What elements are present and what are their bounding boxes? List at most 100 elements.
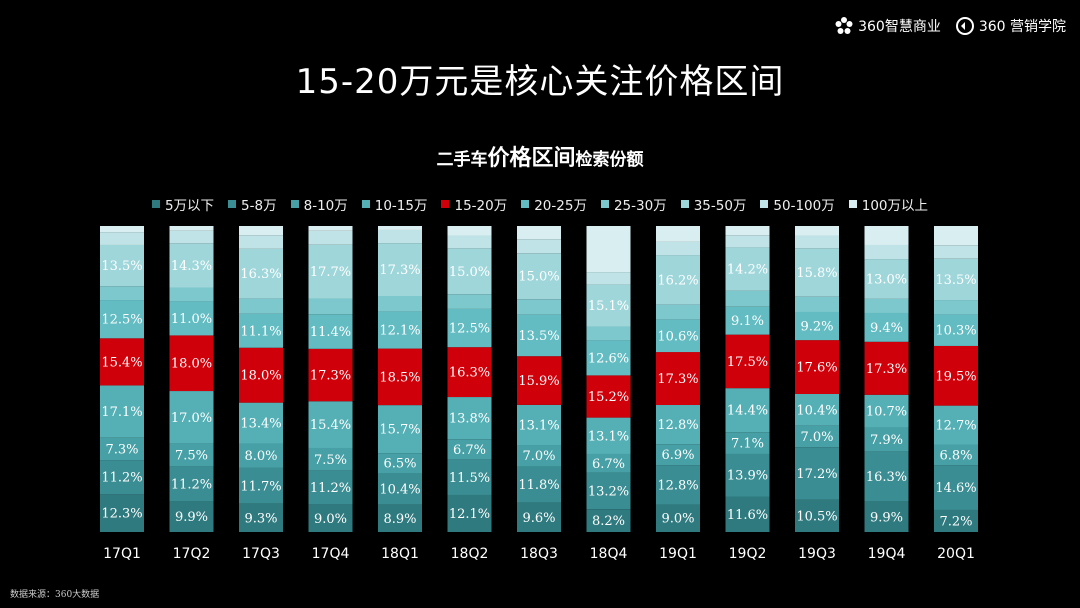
legend-swatch xyxy=(760,200,769,208)
bar-segment xyxy=(239,313,283,348)
data-label: 13.8% xyxy=(449,412,490,427)
bar-segment xyxy=(308,298,353,315)
x-tick-label: 18Q3 xyxy=(520,546,558,562)
data-label: 11.1% xyxy=(240,324,281,339)
brand-logo-smart-business: 360智慧商业 xyxy=(834,16,941,36)
legend-item: 10-15万 xyxy=(361,194,427,214)
bar-segment xyxy=(934,258,978,301)
data-label: 16.2% xyxy=(657,273,698,288)
bar-segment xyxy=(169,243,214,288)
data-label: 9.0% xyxy=(314,512,347,527)
bar-segment xyxy=(308,226,353,231)
bar-segment xyxy=(725,247,770,291)
bar-segment xyxy=(308,470,353,505)
bar-segment xyxy=(864,427,909,452)
bar-segment xyxy=(308,447,353,471)
data-label: 7.9% xyxy=(870,433,903,448)
data-label: 8.0% xyxy=(244,449,277,464)
data-label: 18.0% xyxy=(240,369,281,384)
legend-item: 5万以下 xyxy=(151,194,214,214)
x-tick-label: 17Q4 xyxy=(312,546,350,562)
bar-stack: 9.6% 11.8% 7.0% 13.1% 15.9% 13.5% 15.0% xyxy=(517,226,561,532)
bar-segment xyxy=(169,287,214,302)
legend-item: 5-8万 xyxy=(228,194,277,214)
bar-segment xyxy=(795,425,839,448)
legend-item: 35-50万 xyxy=(680,194,746,214)
data-label: 11.8% xyxy=(518,478,559,493)
data-label: 6.5% xyxy=(383,457,416,472)
legend-swatch xyxy=(848,200,857,208)
data-source-note: 数据来源：360大数据 xyxy=(10,590,100,600)
bar-segment xyxy=(795,248,839,297)
bar-segment xyxy=(795,296,839,312)
bar-stack: 11.6% 13.9% 7.1% 14.4% 17.5% 9.1% 14.2% xyxy=(725,226,770,532)
flower-icon xyxy=(835,17,853,34)
data-label: 17.6% xyxy=(796,361,837,376)
bar-segment xyxy=(656,304,700,320)
data-label: 9.2% xyxy=(800,320,833,335)
data-label: 12.8% xyxy=(657,478,698,493)
data-label: 15.4% xyxy=(101,355,142,370)
bar-segment xyxy=(447,459,492,495)
legend-label: 50-100万 xyxy=(773,198,835,214)
bar-stack: 8.2% 13.2% 6.7% 13.1% 15.2% 12.6% 15.1% xyxy=(586,226,631,532)
bar-segment xyxy=(934,444,978,466)
data-label: 13.1% xyxy=(588,429,629,444)
bar-stack: 7.2% 14.6% 6.8% 12.7% 19.5% 10.3% 13.5% xyxy=(934,226,978,532)
bar-segment xyxy=(656,319,700,353)
bar-segment xyxy=(586,472,631,510)
bar-segment xyxy=(864,451,909,502)
data-label: 14.3% xyxy=(171,259,212,274)
data-label: 8.2% xyxy=(592,514,625,529)
360-circle-icon xyxy=(955,17,974,35)
bar-segment xyxy=(517,445,561,467)
bar-segment xyxy=(795,311,839,341)
data-label: 13.5% xyxy=(518,329,559,344)
bar-stack: 12.1% 11.5% 6.7% 13.8% 16.3% 12.5% 15.0% xyxy=(447,226,492,532)
bar-segment xyxy=(586,226,631,273)
legend-swatch xyxy=(151,200,160,208)
data-label: 11.5% xyxy=(449,471,490,486)
bar-segment xyxy=(795,340,839,394)
data-label: 9.4% xyxy=(870,321,903,336)
bar-segment xyxy=(864,226,909,245)
data-label: 15.0% xyxy=(449,265,490,280)
legend-item: 15-20万 xyxy=(441,194,507,214)
bar-segment xyxy=(725,432,770,454)
legend-swatch xyxy=(521,200,530,208)
bar-segment xyxy=(447,308,492,348)
legend-label: 20-25万 xyxy=(534,198,587,214)
bar-segment xyxy=(378,296,422,312)
data-label: 16.3% xyxy=(866,470,907,485)
legend-label: 25-30万 xyxy=(613,198,667,214)
bar-segment xyxy=(100,437,144,461)
bar-segment xyxy=(169,230,214,244)
bar-segment xyxy=(656,405,700,445)
bar-segment xyxy=(934,245,978,259)
data-label: 12.8% xyxy=(657,418,698,433)
legend-swatch xyxy=(361,200,370,208)
bar-segment xyxy=(447,494,492,532)
x-tick-label: 17Q3 xyxy=(242,546,280,562)
bar-segment xyxy=(517,502,561,532)
data-label: 13.4% xyxy=(240,417,281,432)
data-label: 11.6% xyxy=(727,508,768,523)
bar-stack: 8.9% 10.4% 6.5% 15.7% 18.5% 12.1% 17.3% xyxy=(378,226,422,532)
x-tick-label: 19Q2 xyxy=(729,546,767,562)
legend-item: 8-10万 xyxy=(290,194,348,214)
bar-segment xyxy=(239,347,283,403)
bar-segment xyxy=(447,248,492,295)
data-label: 12.1% xyxy=(449,507,490,522)
bar-segment xyxy=(864,244,909,260)
bar-segment xyxy=(447,226,492,236)
x-tick-label: 18Q1 xyxy=(381,546,419,562)
data-label: 7.1% xyxy=(731,437,764,452)
brand-logo-smart-business-text: 360智慧商业 xyxy=(858,19,941,35)
data-label: 14.2% xyxy=(727,263,768,278)
legend-swatch xyxy=(228,200,237,208)
data-label: 17.2% xyxy=(796,467,837,482)
bar-segment xyxy=(239,248,283,299)
bar-segment xyxy=(239,443,283,468)
legend-swatch xyxy=(441,200,450,208)
x-tick-label: 19Q1 xyxy=(659,546,697,562)
